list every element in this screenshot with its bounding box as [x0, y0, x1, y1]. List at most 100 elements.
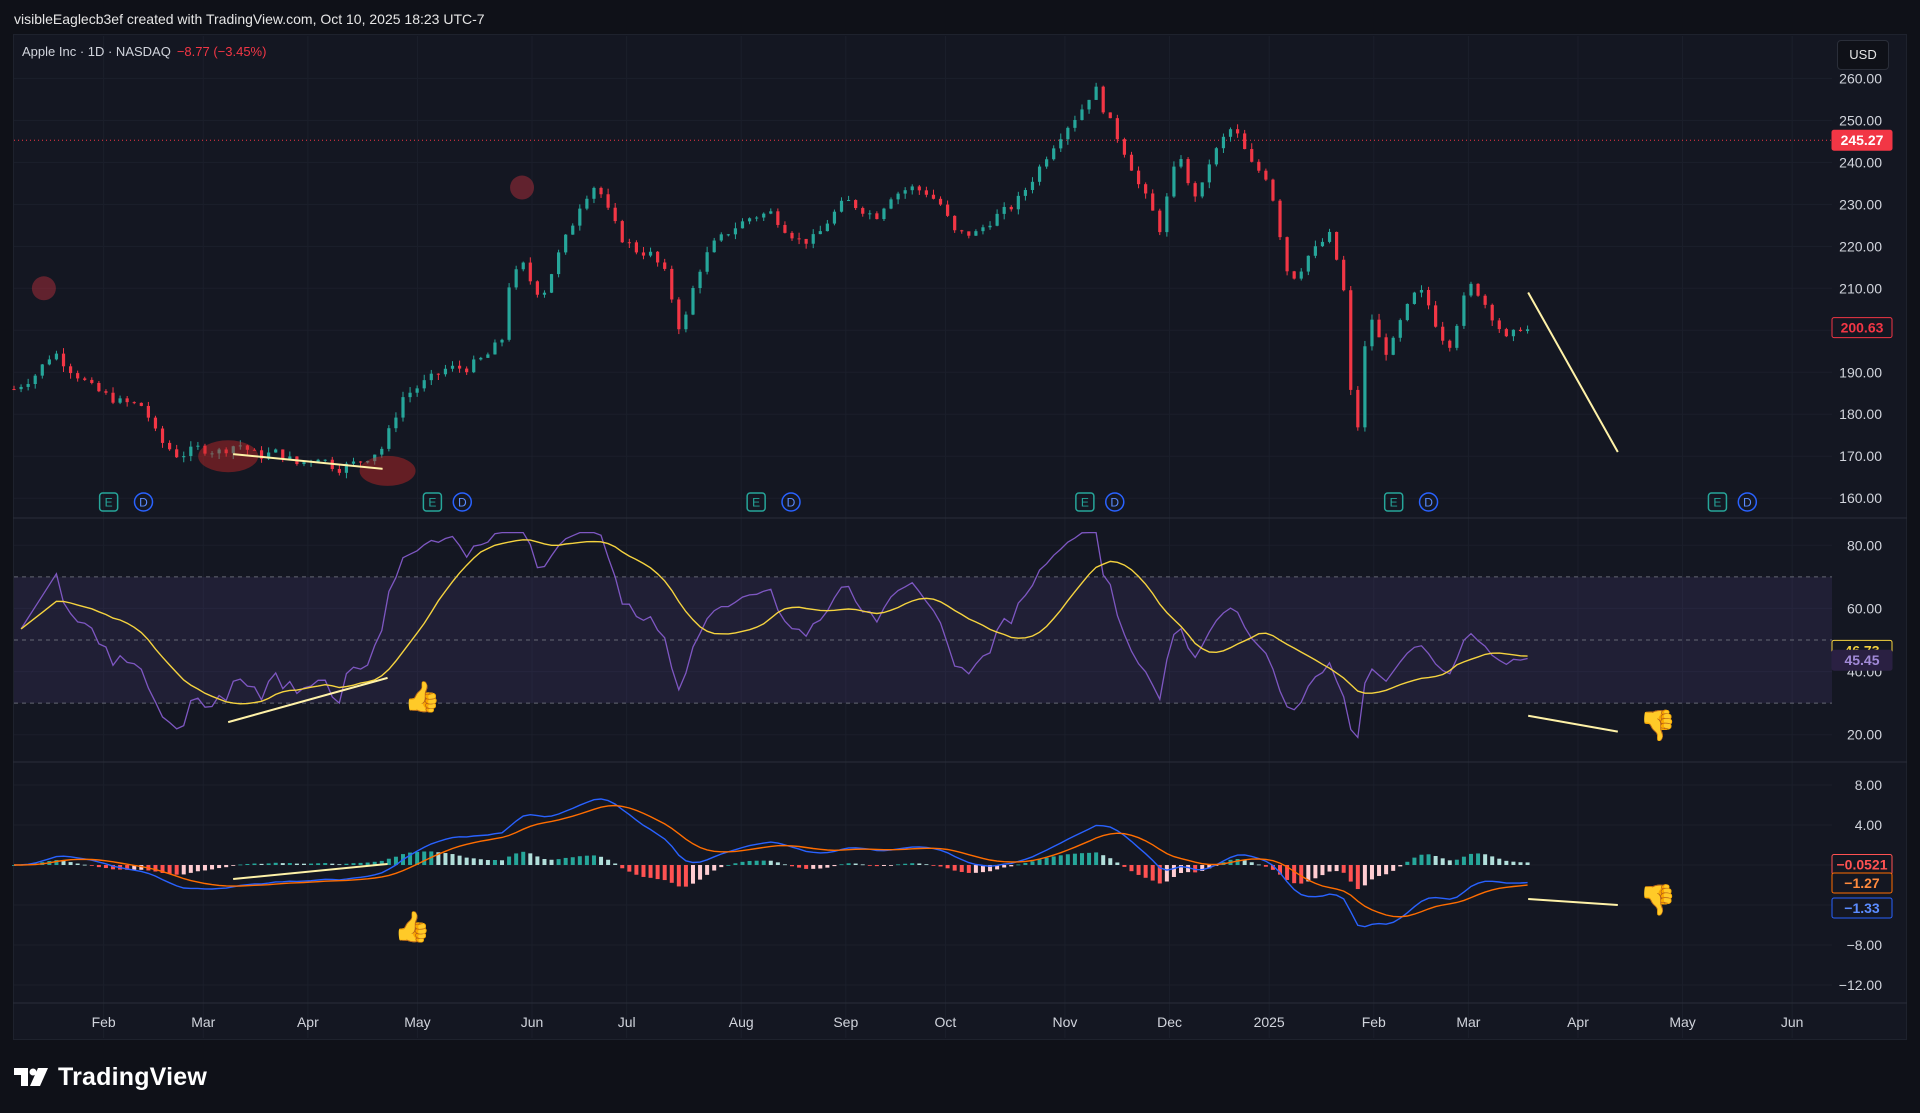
trendline-annotation[interactable]	[227, 676, 388, 724]
candle[interactable]	[698, 269, 702, 294]
candle[interactable]	[542, 290, 547, 298]
candle[interactable]	[281, 449, 285, 463]
candle[interactable]	[1299, 268, 1303, 281]
candle[interactable]	[1327, 228, 1332, 244]
candle[interactable]	[1207, 159, 1211, 189]
candle[interactable]	[196, 441, 200, 450]
candle[interactable]	[1073, 115, 1077, 132]
candle[interactable]	[1342, 255, 1346, 292]
candlestick-series[interactable]	[12, 82, 1530, 479]
candle[interactable]	[1250, 143, 1254, 163]
candle[interactable]	[1335, 231, 1339, 261]
candle[interactable]	[1441, 321, 1445, 345]
candle[interactable]	[19, 384, 23, 393]
candle[interactable]	[917, 184, 921, 195]
candle[interactable]	[1448, 339, 1452, 352]
candle[interactable]	[740, 218, 745, 229]
candle[interactable]	[217, 447, 221, 459]
candle[interactable]	[1292, 270, 1296, 280]
candle[interactable]	[931, 189, 936, 200]
candle[interactable]	[946, 200, 950, 218]
candle[interactable]	[373, 454, 377, 465]
candle[interactable]	[521, 261, 525, 272]
candle[interactable]	[351, 457, 356, 466]
note-marker[interactable]	[510, 175, 535, 200]
symbol-legend[interactable]: Apple Inc · 1D · NASDAQ −8.77 (−3.45%)	[22, 42, 266, 62]
candle[interactable]	[663, 258, 667, 271]
candle[interactable]	[755, 216, 759, 222]
candle[interactable]	[203, 443, 207, 456]
candle[interactable]	[1525, 325, 1530, 334]
candle[interactable]	[387, 425, 391, 452]
candle[interactable]	[1426, 286, 1431, 310]
candle[interactable]	[231, 445, 235, 460]
candle[interactable]	[733, 222, 738, 240]
candle[interactable]	[938, 196, 943, 206]
candle[interactable]	[12, 385, 16, 391]
candle[interactable]	[528, 257, 532, 285]
dividend-event-icon[interactable]: D	[1737, 492, 1758, 512]
candle[interactable]	[415, 385, 419, 397]
candle[interactable]	[125, 395, 129, 407]
candle[interactable]	[719, 232, 723, 242]
candle[interactable]	[953, 215, 957, 233]
candle[interactable]	[684, 311, 688, 333]
earnings-event-icon[interactable]: E	[422, 492, 443, 512]
candle[interactable]	[967, 231, 971, 239]
candle[interactable]	[1377, 313, 1381, 338]
candle[interactable]	[656, 250, 660, 267]
candle[interactable]	[1235, 124, 1240, 138]
candle[interactable]	[1129, 151, 1134, 171]
candle[interactable]	[1455, 324, 1459, 351]
candle[interactable]	[691, 285, 695, 316]
candle[interactable]	[33, 373, 37, 389]
candle[interactable]	[924, 186, 928, 198]
candle[interactable]	[804, 238, 808, 249]
signal-line[interactable]	[14, 804, 1528, 918]
candle[interactable]	[846, 195, 851, 202]
candle[interactable]	[762, 212, 766, 221]
candle[interactable]	[832, 209, 837, 226]
candle[interactable]	[988, 221, 992, 230]
candle[interactable]	[705, 246, 709, 275]
candle[interactable]	[175, 444, 179, 459]
candle[interactable]	[76, 370, 80, 382]
candle[interactable]	[457, 360, 462, 373]
currency-button[interactable]: USD	[1837, 40, 1889, 70]
candle[interactable]	[1151, 189, 1155, 211]
earnings-event-icon[interactable]: E	[98, 492, 119, 512]
candle[interactable]	[1497, 318, 1501, 333]
candle[interactable]	[61, 348, 66, 372]
candle[interactable]	[641, 247, 646, 260]
candle[interactable]	[486, 352, 490, 358]
candle[interactable]	[1144, 182, 1148, 199]
candle[interactable]	[465, 366, 469, 375]
candle[interactable]	[578, 204, 582, 231]
candle[interactable]	[1476, 283, 1480, 297]
candle[interactable]	[500, 338, 504, 347]
candle[interactable]	[1228, 127, 1233, 142]
candle[interactable]	[995, 209, 999, 227]
candle[interactable]	[747, 217, 752, 225]
candle[interactable]	[1030, 177, 1035, 194]
candle[interactable]	[1320, 238, 1325, 248]
candle[interactable]	[323, 459, 327, 463]
candle[interactable]	[1243, 129, 1247, 150]
candle[interactable]	[1511, 329, 1516, 342]
candle[interactable]	[337, 464, 341, 476]
candle[interactable]	[493, 339, 497, 355]
candle[interactable]	[1306, 255, 1310, 276]
candle[interactable]	[443, 364, 448, 377]
candle[interactable]	[1172, 161, 1176, 198]
candle[interactable]	[585, 195, 589, 211]
macd-line[interactable]	[13, 798, 1528, 928]
candle[interactable]	[1504, 327, 1508, 338]
candle[interactable]	[613, 202, 617, 224]
dividend-event-icon[interactable]: D	[1418, 492, 1439, 512]
candle[interactable]	[599, 186, 603, 198]
candle[interactable]	[1200, 182, 1204, 199]
candle[interactable]	[1115, 114, 1119, 143]
candle[interactable]	[210, 451, 214, 458]
candle[interactable]	[90, 377, 94, 385]
